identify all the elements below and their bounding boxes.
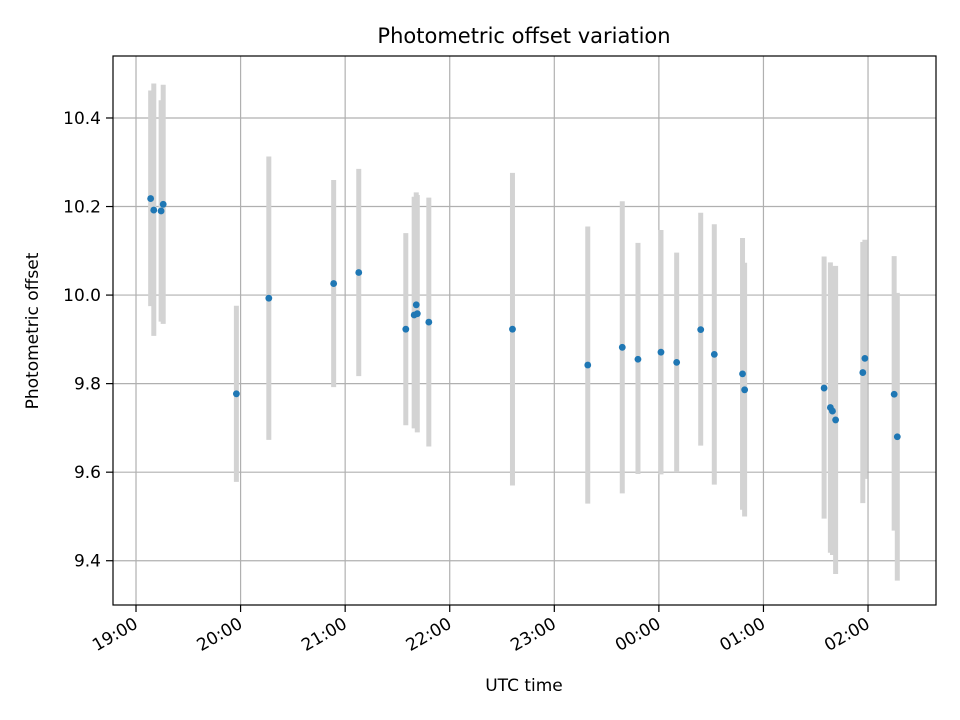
y-tick-label: 9.8 bbox=[74, 375, 101, 395]
y-tick-label: 10.2 bbox=[63, 198, 101, 218]
plot-frame bbox=[112, 55, 937, 606]
y-tick-label: 10.4 bbox=[63, 109, 101, 129]
data-point bbox=[859, 369, 867, 376]
data-point bbox=[634, 355, 642, 363]
data-point bbox=[890, 390, 898, 398]
data-point bbox=[402, 325, 410, 333]
data-point bbox=[413, 310, 421, 318]
data-point bbox=[618, 343, 626, 351]
data-point bbox=[509, 325, 516, 333]
data-point bbox=[232, 390, 240, 398]
data-point bbox=[710, 351, 718, 358]
data-point bbox=[861, 354, 869, 362]
data-point bbox=[147, 195, 155, 202]
y-tick-label: 10.0 bbox=[63, 286, 101, 306]
data-point bbox=[657, 348, 665, 356]
chart-title: Photometric offset variation bbox=[377, 24, 670, 48]
data-point bbox=[330, 280, 338, 287]
x-axis-label: UTC time bbox=[485, 676, 563, 696]
y-tick-label: 9.4 bbox=[74, 552, 101, 572]
data-point bbox=[832, 416, 840, 424]
data-point bbox=[265, 294, 273, 302]
data-points bbox=[147, 195, 901, 441]
data-point bbox=[412, 301, 420, 309]
data-point bbox=[739, 370, 746, 378]
data-point bbox=[584, 361, 592, 369]
data-point bbox=[673, 358, 681, 366]
data-point bbox=[741, 386, 749, 394]
data-point bbox=[355, 269, 363, 276]
data-point bbox=[829, 407, 836, 415]
data-point bbox=[820, 384, 828, 392]
data-point bbox=[697, 326, 705, 334]
data-point bbox=[157, 207, 165, 215]
y-tick-label: 9.6 bbox=[74, 463, 101, 483]
y-axis-label: Photometric offset bbox=[23, 252, 43, 409]
data-point bbox=[150, 206, 158, 214]
data-point bbox=[425, 318, 433, 326]
data-point bbox=[893, 433, 901, 441]
data-point bbox=[159, 200, 167, 208]
